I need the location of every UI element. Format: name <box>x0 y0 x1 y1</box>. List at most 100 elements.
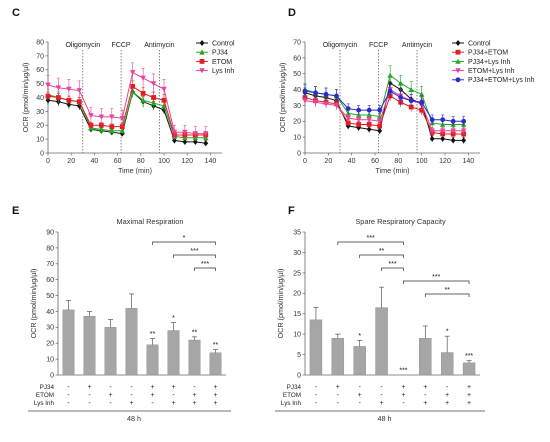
bracket-stars: *** <box>190 248 198 255</box>
y-tick-label: 30 <box>36 109 44 116</box>
bar <box>167 330 180 376</box>
comparison-bracket <box>337 241 404 245</box>
legend-label: Control <box>468 40 491 47</box>
condition-sign: - <box>172 392 175 399</box>
condition-sign: - <box>315 400 318 407</box>
panel-d-line-chart: 0 10 20 30 40 50 60 70 0 20 40 60 80 100 120 140 Time (m… <box>278 39 535 175</box>
data-point <box>203 140 209 147</box>
legend-label: Lys Inh <box>212 68 234 75</box>
bar <box>331 338 345 376</box>
bar <box>353 346 366 376</box>
panel-c-line-chart: 0 10 20 30 40 50 60 70 80 0 20 40 60 80 100 120 140 Time … <box>21 39 235 175</box>
series-line-jump <box>163 89 175 133</box>
bracket-stars: *** <box>432 274 440 281</box>
data-point <box>76 88 83 94</box>
series-line <box>174 131 206 135</box>
data-point <box>429 135 435 142</box>
y-tick-label: 70 <box>36 53 44 60</box>
series-line <box>90 127 123 132</box>
series-line <box>132 72 165 90</box>
series-line <box>90 124 123 128</box>
data-point <box>450 137 456 144</box>
significance-stars: *** <box>465 353 473 360</box>
legend-label: PJ34+ETOM+Lys Inh <box>468 77 535 84</box>
bar <box>375 307 388 376</box>
data-point <box>356 122 362 127</box>
injection-label: FCCP <box>369 42 388 49</box>
data-point <box>150 81 157 87</box>
data-point <box>192 131 199 137</box>
series-line <box>132 91 165 111</box>
series-line <box>47 95 80 103</box>
condition-sign: + <box>380 400 384 407</box>
data-point <box>109 128 115 134</box>
x-tick-label: 0 <box>46 158 50 165</box>
bracket-stars: *** <box>367 235 375 242</box>
condition-sign: - <box>130 384 133 391</box>
significance-stars: ** <box>192 329 198 336</box>
significance-stars: * <box>446 329 449 336</box>
bar <box>419 338 432 376</box>
series-line <box>432 119 464 122</box>
condition-sign: - <box>315 392 318 399</box>
y-axis-label: OCR (pmol/min/µg/µl) <box>278 63 287 133</box>
data-point <box>109 114 115 120</box>
panel-letter-f: F <box>288 205 295 217</box>
x-tick-label: 0 <box>303 158 307 165</box>
legend-marker <box>199 40 205 46</box>
chart-title: Spare Respiratory Capacity <box>355 217 446 226</box>
data-point <box>440 117 446 123</box>
data-point <box>398 95 404 100</box>
data-point <box>172 137 177 144</box>
series-line <box>174 135 206 139</box>
y-tick-label: 70 <box>46 261 54 268</box>
y-tick-label: 10 <box>293 135 301 142</box>
series-lys-inh <box>45 62 209 141</box>
y-tick-label: 30 <box>293 250 301 257</box>
y-tick-label: 60 <box>36 67 44 74</box>
comparison-bracket <box>152 241 216 245</box>
x-tick-label: 60 <box>371 158 379 165</box>
y-tick-label: 20 <box>293 291 301 298</box>
data-point <box>408 86 414 92</box>
x-axis-label: 48 h <box>378 414 392 423</box>
x-tick-label: 60 <box>114 158 122 165</box>
data-point <box>345 106 351 111</box>
y-tick-label: 80 <box>36 39 44 46</box>
significance-stars: *** <box>399 368 407 375</box>
data-point <box>387 72 393 78</box>
x-tick-label: 140 <box>205 158 217 165</box>
data-point <box>345 115 351 121</box>
series-line <box>304 92 337 102</box>
x-tick-label: 100 <box>416 158 428 165</box>
legend-marker <box>199 68 205 74</box>
bar <box>188 339 201 376</box>
y-tick-label: 15 <box>293 311 301 318</box>
condition-sign: + <box>192 392 196 399</box>
comparison-bracket <box>424 293 470 297</box>
series-line <box>389 74 422 95</box>
data-point <box>119 124 125 130</box>
y-tick-label: 0 <box>297 150 301 157</box>
x-tick-label: 40 <box>91 158 99 165</box>
series-line <box>304 97 337 105</box>
y-tick-label: 35 <box>293 229 301 236</box>
series-line-jump <box>336 95 349 114</box>
y-tick-label: 20 <box>293 119 301 126</box>
condition-sign: + <box>358 392 362 399</box>
data-point <box>323 101 329 107</box>
series-line-jump <box>121 86 134 127</box>
x-tick-label: 120 <box>181 158 193 165</box>
condition-label: ETOM <box>283 392 301 399</box>
bracket-stars: ** <box>379 248 385 255</box>
data-point <box>66 86 72 92</box>
x-axis-label: Time (min) <box>118 166 152 175</box>
data-point <box>312 99 319 106</box>
y-tick-label: 5 <box>297 352 301 359</box>
data-point <box>377 123 383 129</box>
data-point <box>192 138 198 145</box>
y-tick-label: 0 <box>40 150 44 157</box>
y-tick-label: 30 <box>293 103 301 110</box>
data-point <box>182 129 188 135</box>
data-point <box>45 82 51 88</box>
